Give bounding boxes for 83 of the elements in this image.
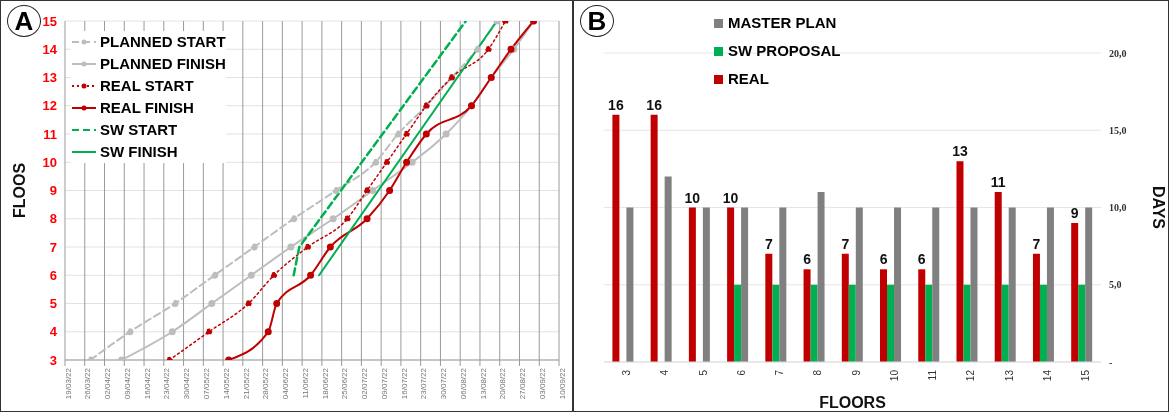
y-axis-title: DAYS [1150, 186, 1168, 230]
legend-label: REAL START [100, 76, 194, 96]
x-tick-label: 30/07/22 [439, 367, 449, 400]
x-tick-label: 23/07/22 [419, 367, 429, 400]
x-tick-label: 7 [774, 369, 786, 376]
data-label: 11 [990, 174, 1006, 191]
x-tick-label: 13 [1003, 369, 1015, 382]
x-tick-label: 11/06/22 [300, 367, 310, 399]
data-label: 16 [646, 96, 663, 113]
y-tick-label: 10 [42, 154, 57, 170]
x-tick-label: 4 [659, 369, 671, 376]
x-tick-label: 07/05/22 [202, 367, 211, 400]
x-tick-label: 21/05/22 [241, 367, 251, 400]
x-tick-label: 06/08/22 [458, 367, 468, 400]
x-tick-label: 18/06/22 [320, 367, 330, 400]
y-tick-label: 13 [42, 70, 57, 86]
y-tick-label: 9 [49, 183, 57, 199]
data-label: 6 [879, 251, 888, 268]
y-tick-label: 6 [49, 267, 57, 283]
y-tick-label: 15 [42, 13, 57, 29]
x-tick-label: 02/04/22 [103, 367, 113, 400]
legend-label: REAL FINISH [100, 98, 194, 118]
chart-title: A [7, 5, 41, 37]
data-label: 7 [841, 235, 850, 252]
x-tick-label: 26/03/22 [83, 367, 93, 400]
y-tick-label: - [1109, 356, 1113, 368]
y-axis-title: FLOOS [10, 162, 28, 219]
x-tick-label: 13/08/22 [478, 367, 488, 400]
x-tick-label: 16/04/22 [142, 367, 152, 400]
chart-title: B [580, 5, 614, 37]
x-tick-label: 23/04/22 [162, 367, 172, 400]
x-tick-label: 04/06/22 [281, 367, 291, 400]
x-tick-label: 20/08/22 [498, 367, 508, 400]
y-tick-label: 8 [49, 211, 57, 227]
x-tick-label: 10 [888, 369, 900, 382]
x-tick-label: 3 [621, 369, 633, 376]
y-tick-label: 4 [49, 324, 58, 340]
data-label: 10 [722, 189, 739, 206]
legend-label: SW FINISH [100, 142, 178, 162]
legend-label: REAL [728, 69, 769, 89]
x-axis-title: FLOORS [819, 394, 887, 411]
legend-label: MASTER PLAN [728, 13, 837, 33]
x-tick-label: 25/06/22 [340, 367, 350, 400]
x-tick-label: 19/03/22 [63, 367, 73, 400]
data-label: 10 [684, 189, 701, 206]
x-tick-label: 5 [697, 369, 709, 376]
y-tick-label: 10,0 [1109, 202, 1127, 214]
x-tick-label: 6 [735, 369, 747, 376]
y-tick-label: 15,0 [1109, 124, 1127, 136]
y-tick-label: 14 [42, 41, 58, 57]
data-label: 6 [803, 251, 812, 268]
legend-label: PLANNED START [100, 32, 226, 52]
data-label: 9 [1070, 204, 1079, 221]
y-tick-label: 12 [42, 98, 57, 114]
legend-label: PLANNED FINISH [100, 54, 226, 74]
data-label: 13 [952, 143, 968, 160]
legend-label: SW PROPOSAL [728, 41, 841, 61]
y-tick-label: 5 [49, 296, 57, 312]
x-tick-label: 27/08/22 [518, 367, 528, 400]
x-tick-label: 14 [1041, 369, 1053, 382]
data-label: 7 [1032, 235, 1041, 252]
data-label: 16 [608, 96, 624, 113]
x-tick-label: 02/07/22 [360, 367, 370, 400]
x-tick-label: 14/05/22 [221, 367, 231, 400]
data-label: 7 [764, 235, 773, 252]
y-tick-label: 7 [49, 239, 57, 255]
x-tick-label: 8 [812, 369, 824, 376]
legend-label: SW START [100, 120, 178, 140]
x-tick-label: 09/07/22 [379, 367, 389, 400]
y-tick-label: 20,0 [1109, 47, 1127, 59]
x-tick-label: 03/09/22 [537, 367, 547, 400]
x-tick-label: 11 [927, 369, 939, 381]
x-tick-label: 09/04/22 [122, 367, 132, 400]
x-tick-label: 12 [965, 369, 977, 382]
x-tick-label: 15 [1079, 369, 1091, 382]
data-label: 6 [917, 251, 926, 268]
x-tick-label: 30/04/22 [182, 367, 192, 400]
y-tick-label: 5,0 [1109, 279, 1122, 291]
y-tick-label: 11 [43, 126, 57, 142]
x-tick-label: 16/07/22 [399, 367, 409, 400]
x-tick-label: 9 [850, 369, 862, 376]
x-tick-label: 28/05/22 [261, 367, 271, 400]
x-tick-label: 10/09/22 [557, 367, 567, 400]
